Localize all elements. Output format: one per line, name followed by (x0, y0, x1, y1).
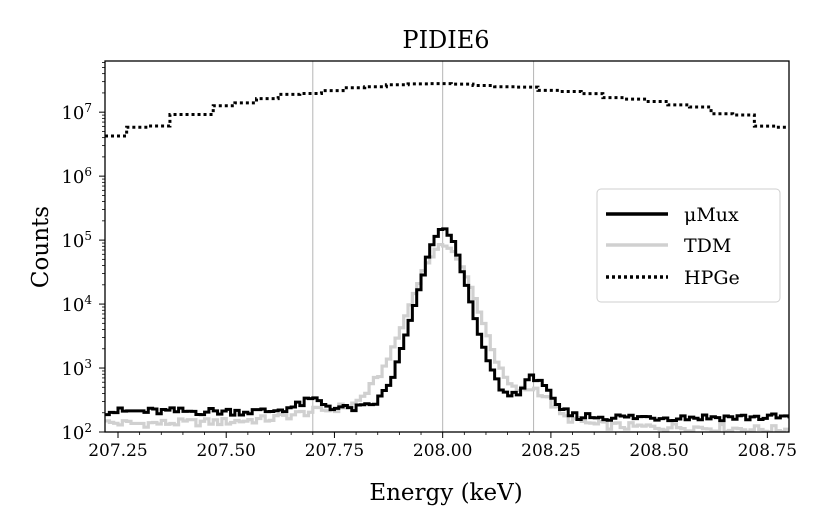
x-tick-label: 208.50 (629, 441, 688, 461)
y-tick-label: 103 (61, 357, 92, 380)
x-tick-label: 207.75 (305, 441, 364, 461)
series-mumux (105, 227, 789, 423)
x-tick-label: 208.25 (521, 441, 580, 461)
series-hpge (105, 82, 789, 138)
x-tick-label: 207.25 (88, 441, 147, 461)
legend-box (596, 188, 781, 303)
series (105, 82, 789, 432)
y-tick-label: 107 (61, 101, 92, 124)
legend-label: TDM (684, 235, 731, 257)
chart-title: PIDIE6 (402, 26, 489, 54)
x-tick-label: 207.50 (196, 441, 255, 461)
y-tick-label: 102 (61, 421, 92, 444)
grid (312, 61, 535, 432)
x-tick-label: 208.75 (738, 441, 797, 461)
y-axis-label: Counts (28, 206, 54, 288)
x-axis-label: Energy (keV) (369, 480, 522, 506)
legend-label: HPGe (684, 267, 740, 289)
y-axis: 102 103 104 105 106 107 (61, 61, 105, 444)
series-tdm (105, 242, 789, 432)
y-tick-label: 106 (61, 165, 92, 188)
legend: μMux TDM HPGe (596, 188, 781, 303)
x-axis: 207.25 207.50 207.75 208.00 208.25 208.50 208.… (88, 432, 797, 461)
legend-label: μMux (684, 204, 739, 226)
y-tick-label: 105 (61, 229, 92, 252)
y-tick-label: 104 (61, 293, 92, 316)
x-tick-label: 208.00 (413, 441, 472, 461)
